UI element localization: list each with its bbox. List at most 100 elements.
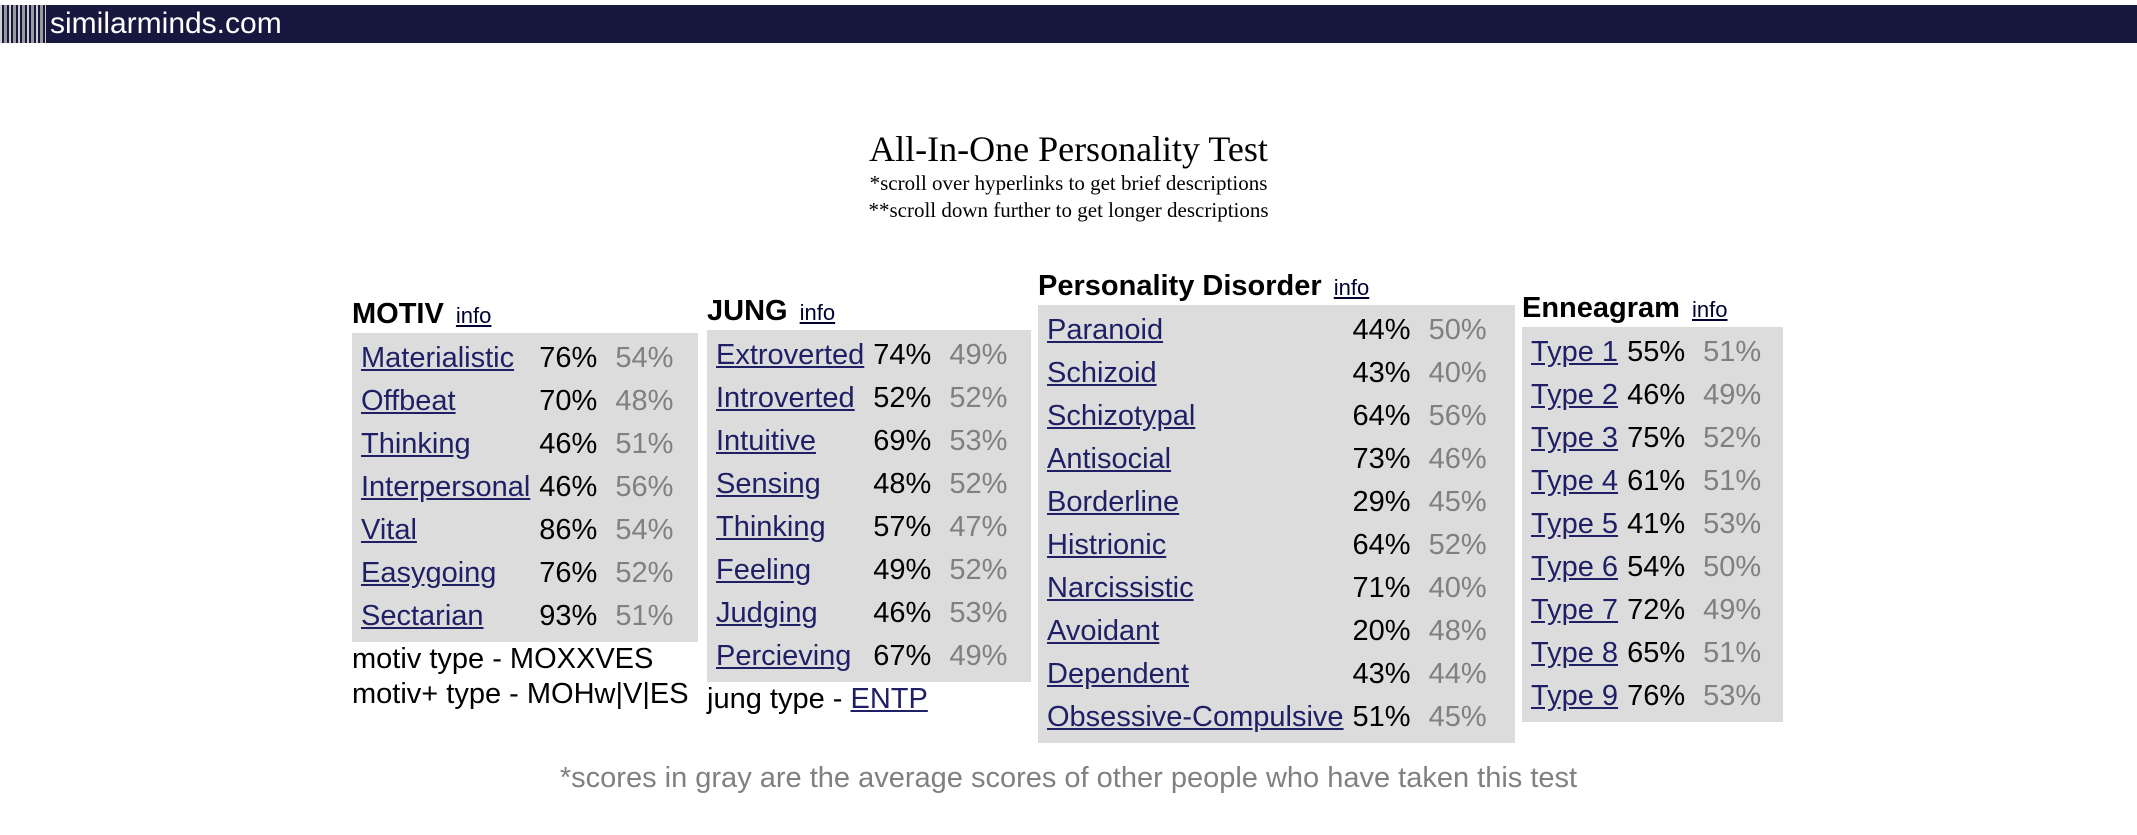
enneagram-row-score: 72% [1627, 594, 1686, 626]
enneagram-row-link[interactable]: Type 5 [1531, 508, 1619, 540]
gray-scores-footnote: *scores in gray are the average scores o… [559, 762, 1578, 794]
enneagram-row-average-score: 49% [1703, 594, 1762, 626]
jung-row-name-cell: Percieving [707, 635, 864, 678]
disorder-row-link[interactable]: Schizoid [1047, 357, 1157, 389]
motiv-row-link[interactable]: Easygoing [361, 557, 497, 589]
motiv-row-score: 93% [539, 600, 598, 632]
disorder-row-name-cell: Dependent [1038, 653, 1344, 696]
disorder-row-name-cell: Borderline [1038, 481, 1344, 524]
motiv-row-name-cell: Materialistic [352, 337, 530, 380]
jung-row-score: 49% [873, 554, 932, 586]
disorder-row-link[interactable]: Dependent [1047, 658, 1189, 690]
disorder-row-name-cell: Avoidant [1038, 610, 1344, 653]
jung-row-link[interactable]: Intuitive [716, 425, 816, 457]
jung-row-link[interactable]: Extroverted [716, 339, 865, 371]
disorder-row-link[interactable]: Paranoid [1047, 314, 1164, 346]
enneagram-info-link[interactable]: info [1692, 297, 1728, 322]
enneagram-heading: Enneagram info [1522, 291, 1783, 327]
enneagram-row-name-cell: Type 3 [1522, 417, 1618, 460]
motiv-row-average-score: 51% [615, 428, 674, 460]
disorder-section: Personality Disorder info Paranoid 44% 50%… [1038, 269, 1515, 743]
disorder-row-score: 43% [1352, 658, 1411, 690]
enneagram-row-score: 54% [1627, 551, 1686, 583]
jung-row-link[interactable]: Feeling [716, 554, 812, 586]
enneagram-row-average-score: 49% [1703, 379, 1762, 411]
enneagram-row-score: 75% [1627, 422, 1686, 454]
disorder-heading-label: Personality Disorder [1038, 270, 1322, 302]
enneagram-row-name-cell: Type 9 [1522, 675, 1618, 718]
motiv-type-line: motiv type - MOXXVES [352, 643, 654, 675]
disorder-row-average-score: 44% [1428, 658, 1487, 690]
enneagram-row-link[interactable]: Type 8 [1531, 637, 1619, 669]
jung-row-score: 52% [873, 382, 932, 414]
disorder-row-link[interactable]: Obsessive-Compulsive [1047, 701, 1344, 733]
motiv-row: Thinking 46% 51% [352, 423, 685, 466]
enneagram-row-link[interactable]: Type 3 [1531, 422, 1619, 454]
motiv-row-link[interactable]: Offbeat [361, 385, 456, 417]
disorder-row-name-cell: Paranoid [1038, 309, 1344, 352]
jung-row-average-score: 52% [949, 554, 1008, 586]
disorder-table-box: Paranoid 44% 50% Schizoid 43% 40% Schizotypal 6… [1038, 305, 1515, 743]
motiv-row-score: 46% [539, 428, 598, 460]
jung-row: Thinking 57% 47% [707, 506, 1019, 549]
jung-row-link[interactable]: Judging [716, 597, 818, 629]
enneagram-row-link[interactable]: Type 9 [1531, 680, 1619, 712]
disorder-row: Antisocial 73% 46% [1038, 438, 1499, 481]
motiv-plus-type-line: motiv+ type - MOHw|V|ES [352, 678, 689, 710]
enneagram-row-link[interactable]: Type 6 [1531, 551, 1619, 583]
jung-info-link[interactable]: info [799, 300, 836, 325]
disorder-row: Histrionic 64% 52% [1038, 524, 1499, 567]
jung-row-link[interactable]: Percieving [716, 640, 852, 672]
jung-row-link[interactable]: Sensing [716, 468, 821, 500]
enneagram-row: Type 5 41% 53% [1522, 503, 1773, 546]
jung-row: Introverted 52% 52% [707, 377, 1019, 420]
jung-type-link[interactable]: ENTP [850, 683, 928, 715]
motiv-row: Easygoing 76% 52% [352, 552, 685, 595]
enneagram-row-link[interactable]: Type 4 [1531, 465, 1619, 497]
disorder-row-average-score: 56% [1428, 400, 1487, 432]
motiv-row-link[interactable]: Materialistic [361, 342, 515, 374]
jung-row-name-cell: Extroverted [707, 334, 864, 377]
motiv-row-name-cell: Offbeat [352, 380, 530, 423]
enneagram-row-name-cell: Type 6 [1522, 546, 1618, 589]
disorder-row-score: 44% [1352, 314, 1411, 346]
motiv-row-link[interactable]: Interpersonal [361, 471, 531, 503]
motiv-info-link[interactable]: info [455, 303, 492, 328]
disorder-row-link[interactable]: Borderline [1047, 486, 1180, 518]
disorder-row: Obsessive-Compulsive 51% 45% [1038, 696, 1499, 739]
jung-row-score: 69% [873, 425, 932, 457]
enneagram-row-link[interactable]: Type 7 [1531, 594, 1619, 626]
motiv-row: Sectarian 93% 51% [352, 595, 685, 638]
motiv-table: Materialistic 76% 54% Offbeat 70% 48% Thinking… [352, 337, 685, 638]
enneagram-row-score: 41% [1627, 508, 1686, 540]
enneagram-row-link[interactable]: Type 1 [1531, 336, 1619, 368]
jung-row-link[interactable]: Introverted [716, 382, 855, 414]
motiv-row-link[interactable]: Vital [361, 514, 417, 546]
jung-row: Judging 46% 53% [707, 592, 1019, 635]
jung-row: Extroverted 74% 49% [707, 334, 1019, 377]
jung-row-link[interactable]: Thinking [716, 511, 826, 543]
enneagram-row-link[interactable]: Type 2 [1531, 379, 1619, 411]
motiv-row-link[interactable]: Sectarian [361, 600, 484, 632]
motiv-section: MOTIV info Materialistic 76% 54% Offbeat 70%… [352, 297, 698, 712]
motiv-row-link[interactable]: Thinking [361, 428, 471, 460]
disorder-row-link[interactable]: Histrionic [1047, 529, 1167, 561]
site-name-link[interactable]: similarminds.com [50, 7, 282, 40]
enneagram-row-average-score: 50% [1703, 551, 1762, 583]
disorder-row-link[interactable]: Avoidant [1047, 615, 1160, 647]
motiv-heading-label: MOTIV [352, 298, 444, 330]
disorder-row-link[interactable]: Antisocial [1047, 443, 1172, 475]
disorder-table: Paranoid 44% 50% Schizoid 43% 40% Schizotypal 6… [1038, 309, 1499, 739]
jung-row-name-cell: Intuitive [707, 420, 864, 463]
motiv-row: Interpersonal 46% 56% [352, 466, 685, 509]
motiv-row-name-cell: Thinking [352, 423, 530, 466]
disorder-row-score: 71% [1352, 572, 1411, 604]
disorder-info-link[interactable]: info [1333, 275, 1370, 300]
enneagram-row-score: 76% [1627, 680, 1686, 712]
jung-section: JUNG info Extroverted 74% 49% Introverted 52… [707, 294, 1031, 717]
disorder-row-link[interactable]: Narcissistic [1047, 572, 1194, 604]
enneagram-row: Type 9 76% 53% [1522, 675, 1773, 718]
disorder-row-link[interactable]: Schizotypal [1047, 400, 1196, 432]
enneagram-row: Type 7 72% 49% [1522, 589, 1773, 632]
enneagram-row: Type 6 54% 50% [1522, 546, 1773, 589]
